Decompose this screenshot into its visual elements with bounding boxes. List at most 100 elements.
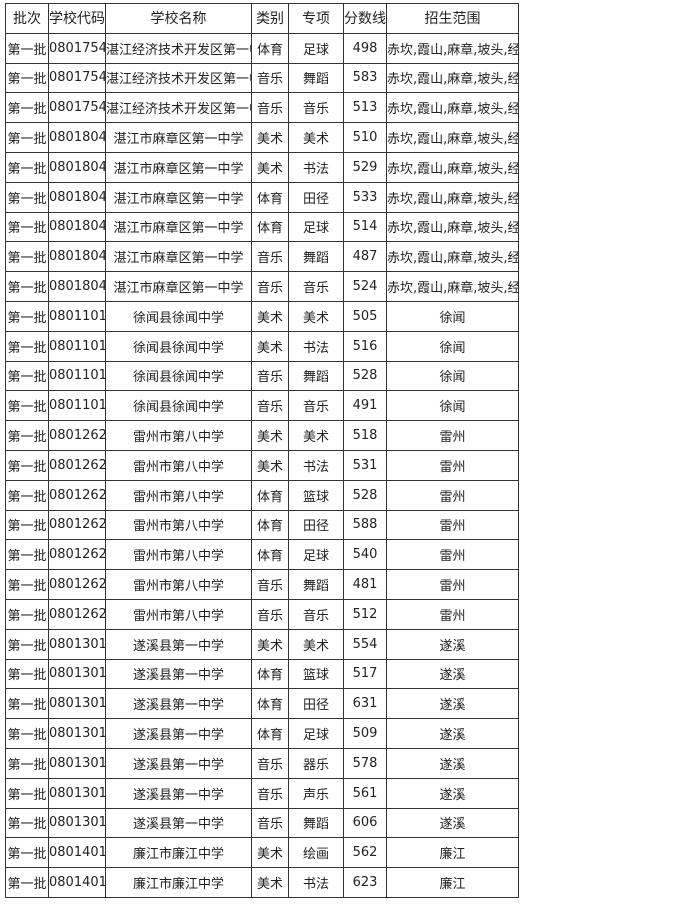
specialty-cell: 篮球 <box>288 658 344 690</box>
enrollment-area-cell: 雷州 <box>386 539 519 571</box>
school-name-cell: 雷州市第八中学 <box>105 420 252 451</box>
category-cell: 音乐 <box>251 598 289 630</box>
table-row: 第一批 0801301 遂溪县第一中学 音乐 器乐 578 遂溪 <box>5 747 519 779</box>
school-code-cell: 0801804 <box>48 241 106 273</box>
table-row: 第一批 0801262 雷州市第八中学 体育 田径 588 雷州 <box>5 509 519 541</box>
enrollment-area-cell: 赤坎,霞山,麻章,坡头,经开区 <box>386 151 519 183</box>
enrollment-area-cell: 遂溪 <box>386 747 519 779</box>
batch-cell: 第一批 <box>5 598 49 630</box>
score-cell: 561 <box>343 777 387 809</box>
school-name-cell: 雷州市第八中学 <box>105 598 252 630</box>
score-cell: 505 <box>343 300 387 332</box>
header-enrollment-area: 招生范围 <box>386 3 519 34</box>
score-cell: 588 <box>343 509 387 541</box>
specialty-cell: 田径 <box>288 688 344 720</box>
batch-cell: 第一批 <box>5 32 49 64</box>
score-cell: 517 <box>343 658 387 690</box>
batch-cell: 第一批 <box>5 300 49 332</box>
enrollment-area-cell: 徐闻 <box>386 330 519 362</box>
enrollment-area-cell: 廉江 <box>386 837 519 869</box>
specialty-cell: 书法 <box>288 867 344 898</box>
school-name-cell: 遂溪县第一中学 <box>105 628 252 660</box>
specialty-cell: 舞蹈 <box>288 360 344 392</box>
enrollment-area-cell: 赤坎,霞山,麻章,坡头,经开区 <box>386 62 519 94</box>
school-name-cell: 遂溪县第一中学 <box>105 688 252 720</box>
category-cell: 体育 <box>251 479 289 511</box>
school-code-cell: 0801301 <box>48 807 106 839</box>
specialty-cell: 音乐 <box>288 390 344 422</box>
table-row: 第一批 0801301 遂溪县第一中学 体育 田径 631 遂溪 <box>5 688 519 720</box>
specialty-cell: 足球 <box>288 718 344 749</box>
enrollment-area-cell: 赤坎,霞山,麻章,坡头,经开区 <box>386 241 519 273</box>
enrollment-area-cell: 遂溪 <box>386 688 519 720</box>
specialty-cell: 美术 <box>288 300 344 332</box>
school-name-cell: 湛江市麻章区第一中学 <box>105 151 252 183</box>
school-name-cell: 遂溪县第一中学 <box>105 718 252 749</box>
score-cell: 562 <box>343 837 387 869</box>
category-cell: 美术 <box>251 151 289 183</box>
batch-cell: 第一批 <box>5 211 49 243</box>
batch-cell: 第一批 <box>5 867 49 898</box>
category-cell: 体育 <box>251 718 289 749</box>
school-code-cell: 0801101 <box>48 300 106 332</box>
school-code-cell: 0801754 <box>48 62 106 94</box>
score-cell: 481 <box>343 569 387 600</box>
score-cell: 510 <box>343 122 387 153</box>
batch-cell: 第一批 <box>5 807 49 839</box>
score-cell: 524 <box>343 271 387 302</box>
enrollment-area-cell: 徐闻 <box>386 360 519 392</box>
school-name-cell: 雷州市第八中学 <box>105 539 252 571</box>
batch-cell: 第一批 <box>5 390 49 422</box>
header-school-name: 学校名称 <box>105 3 252 34</box>
school-name-cell: 湛江市麻章区第一中学 <box>105 211 252 243</box>
score-cell: 509 <box>343 718 387 749</box>
table-row: 第一批 0801301 遂溪县第一中学 音乐 声乐 561 遂溪 <box>5 777 519 809</box>
school-name-cell: 雷州市第八中学 <box>105 479 252 511</box>
score-cell: 487 <box>343 241 387 273</box>
specialty-cell: 书法 <box>288 151 344 183</box>
score-cell: 512 <box>343 598 387 630</box>
table-row: 第一批 0801301 遂溪县第一中学 体育 篮球 517 遂溪 <box>5 658 519 690</box>
table-row: 第一批 0801262 雷州市第八中学 美术 美术 518 雷州 <box>5 420 519 451</box>
enrollment-area-cell: 赤坎,霞山,麻章,坡头,经开区 <box>386 32 519 64</box>
table-row: 第一批0801804湛江市麻章区第一中学美术美术510赤坎,霞山,麻章,坡头,经… <box>5 122 519 153</box>
category-cell: 体育 <box>251 181 289 213</box>
school-name-cell: 徐闻县徐闻中学 <box>105 330 252 362</box>
school-name-cell: 湛江市麻章区第一中学 <box>105 122 252 153</box>
score-cell: 533 <box>343 181 387 213</box>
enrollment-area-cell: 赤坎,霞山,麻章,坡头,经开区 <box>386 92 519 124</box>
specialty-cell: 舞蹈 <box>288 241 344 273</box>
category-cell: 美术 <box>251 449 289 481</box>
score-cell: 578 <box>343 747 387 779</box>
admission-score-table: 批次 学校代码 学校名称 类别 专项 分数线 招生范围 第一批 0801754 湛江… <box>5 3 519 898</box>
table-row: 第一批0801804湛江市麻章区第一中学音乐舞蹈487赤坎,霞山,麻章,坡头,经… <box>5 241 519 273</box>
school-name-cell: 湛江经济技术开发区第一中学 <box>105 32 252 64</box>
category-cell: 体育 <box>251 32 289 64</box>
table-row: 第一批0801754湛江经济技术开发区第一中学体育足球498赤坎,霞山,麻章,坡… <box>5 32 519 64</box>
header-batch: 批次 <box>5 3 49 34</box>
batch-cell: 第一批 <box>5 718 49 749</box>
score-cell: 528 <box>343 479 387 511</box>
enrollment-area-cell: 雷州 <box>386 420 519 451</box>
school-name-cell: 遂溪县第一中学 <box>105 658 252 690</box>
batch-cell: 第一批 <box>5 151 49 183</box>
enrollment-area-cell: 廉江 <box>386 867 519 898</box>
specialty-cell: 美术 <box>288 122 344 153</box>
score-cell: 531 <box>343 449 387 481</box>
enrollment-area-cell: 雷州 <box>386 569 519 600</box>
table-row: 第一批 0801301 遂溪县第一中学 体育 足球 509 遂溪 <box>5 718 519 749</box>
school-code-cell: 0801101 <box>48 360 106 392</box>
score-cell: 513 <box>343 92 387 124</box>
table-row: 第一批 0801262 雷州市第八中学 美术 书法 531 雷州 <box>5 449 519 481</box>
school-code-cell: 0801804 <box>48 122 106 153</box>
category-cell: 美术 <box>251 628 289 660</box>
category-cell: 体育 <box>251 509 289 541</box>
batch-cell: 第一批 <box>5 628 49 660</box>
school-name-cell: 湛江经济技术开发区第一中学 <box>105 92 252 124</box>
specialty-cell: 舞蹈 <box>288 569 344 600</box>
school-code-cell: 0801804 <box>48 151 106 183</box>
specialty-cell: 声乐 <box>288 777 344 809</box>
category-cell: 音乐 <box>251 390 289 422</box>
table-row: 第一批0801804湛江市麻章区第一中学体育田径533赤坎,霞山,麻章,坡头,经… <box>5 181 519 213</box>
school-code-cell: 0801401 <box>48 867 106 898</box>
